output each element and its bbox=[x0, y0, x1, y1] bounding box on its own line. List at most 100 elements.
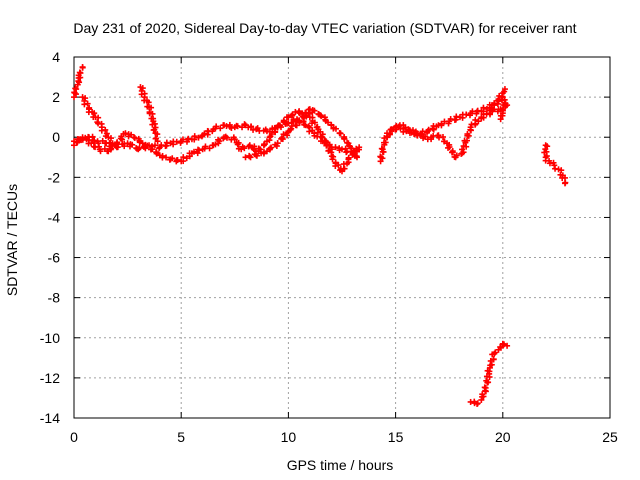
data-point-marker bbox=[332, 163, 339, 170]
data-point-marker bbox=[287, 126, 294, 133]
series-track-7 bbox=[377, 86, 508, 165]
data-point-marker bbox=[464, 131, 471, 138]
y-tick-label: -8 bbox=[48, 290, 61, 306]
data-point-marker bbox=[129, 141, 136, 148]
data-point-marker bbox=[501, 86, 508, 93]
data-point-marker bbox=[491, 101, 498, 108]
data-point-marker bbox=[438, 120, 445, 127]
data-point-marker bbox=[474, 400, 481, 407]
x-tick-label: 10 bbox=[281, 429, 297, 445]
data-point-marker bbox=[285, 114, 292, 121]
data-point-marker bbox=[174, 157, 181, 164]
data-point-marker bbox=[213, 123, 220, 130]
data-point-marker bbox=[201, 130, 208, 137]
data-point-marker bbox=[497, 116, 504, 123]
data-point-marker bbox=[449, 149, 456, 156]
data-point-marker bbox=[180, 154, 187, 161]
x-tick-label: 25 bbox=[602, 429, 618, 445]
series-track-6 bbox=[137, 84, 161, 145]
data-point-marker bbox=[212, 141, 219, 148]
series-track-3 bbox=[242, 106, 361, 161]
data-point-marker bbox=[311, 107, 318, 114]
data-point-marker bbox=[447, 116, 454, 123]
data-point-marker bbox=[501, 96, 508, 103]
data-point-marker bbox=[84, 100, 91, 107]
data-point-marker bbox=[425, 126, 432, 133]
data-point-marker bbox=[144, 142, 151, 149]
data-point-marker bbox=[318, 133, 325, 140]
data-point-marker bbox=[268, 130, 275, 137]
data-point-marker bbox=[481, 384, 488, 391]
plot-frame bbox=[73, 56, 611, 419]
data-point-marker bbox=[329, 156, 336, 163]
data-point-marker bbox=[414, 132, 421, 139]
data-point-marker bbox=[274, 140, 281, 147]
data-point-marker bbox=[306, 128, 313, 135]
y-tick-label: 4 bbox=[52, 49, 60, 65]
data-point-marker bbox=[277, 122, 284, 129]
data-point-marker bbox=[377, 153, 384, 160]
y-tick-label: 2 bbox=[52, 89, 60, 105]
data-point-marker bbox=[102, 126, 109, 133]
data-point-marker bbox=[479, 391, 486, 398]
data-point-marker bbox=[393, 126, 400, 133]
data-point-marker bbox=[228, 125, 235, 132]
data-point-marker bbox=[224, 134, 231, 141]
data-point-marker bbox=[71, 138, 77, 145]
data-point-marker bbox=[241, 121, 248, 128]
y-tick-label: -12 bbox=[40, 370, 60, 386]
data-point-marker bbox=[439, 133, 446, 140]
series-track-9 bbox=[486, 93, 509, 123]
data-point-marker bbox=[403, 128, 410, 135]
series-track-2 bbox=[71, 108, 361, 175]
series-track-11 bbox=[467, 340, 511, 407]
data-point-marker bbox=[561, 180, 568, 187]
data-point-marker bbox=[202, 143, 209, 150]
x-tick-label: 5 bbox=[177, 429, 185, 445]
data-point-marker bbox=[169, 155, 176, 162]
data-point-marker bbox=[226, 121, 233, 128]
data-point-marker bbox=[131, 134, 138, 141]
grid bbox=[74, 57, 610, 418]
data-point-marker bbox=[472, 116, 479, 123]
data-point-marker bbox=[247, 154, 254, 161]
data-point-marker bbox=[253, 152, 260, 159]
data-point-marker bbox=[296, 117, 303, 124]
data-point-marker bbox=[139, 85, 146, 92]
data-point-marker bbox=[459, 146, 466, 153]
data-point-marker bbox=[408, 129, 415, 136]
data-point-marker bbox=[136, 144, 143, 151]
data-point-marker bbox=[109, 140, 116, 147]
data-point-marker bbox=[152, 142, 159, 149]
data-point-marker bbox=[497, 343, 504, 350]
data-point-marker bbox=[386, 130, 393, 137]
data-point-marker bbox=[234, 123, 241, 130]
data-point-marker bbox=[248, 123, 255, 130]
data-point-marker bbox=[492, 349, 499, 356]
series-track-5 bbox=[79, 94, 116, 147]
data-point-marker bbox=[495, 96, 502, 103]
data-point-marker bbox=[499, 112, 506, 119]
x-axis-label: GPS time / hours bbox=[287, 457, 394, 473]
data-point-marker bbox=[261, 141, 268, 148]
data-point-marker bbox=[306, 106, 313, 113]
data-point-marker bbox=[502, 103, 509, 110]
data-point-marker bbox=[154, 131, 161, 138]
data-point-marker bbox=[278, 135, 285, 142]
data-point-marker bbox=[206, 145, 213, 152]
data-point-marker bbox=[191, 148, 198, 155]
y-tick-label: -6 bbox=[48, 250, 61, 266]
data-point-marker bbox=[153, 149, 160, 156]
data-point-marker bbox=[504, 342, 511, 349]
series-track-8 bbox=[384, 101, 511, 161]
data-point-marker bbox=[488, 105, 495, 112]
data-point-marker bbox=[335, 162, 342, 169]
y-tick-label: -2 bbox=[48, 169, 61, 185]
data-point-marker bbox=[72, 85, 79, 92]
y-axis-label: SDTVAR / TECUs bbox=[4, 184, 20, 296]
data-point-marker bbox=[151, 126, 158, 133]
data-point-marker bbox=[159, 152, 166, 159]
data-point-marker bbox=[446, 144, 453, 151]
data-point-marker bbox=[149, 146, 156, 153]
